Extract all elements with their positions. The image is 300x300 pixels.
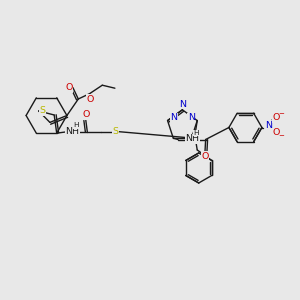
Text: O: O [66, 83, 73, 92]
Text: O: O [201, 152, 209, 161]
Text: −: − [278, 133, 284, 139]
Text: N: N [265, 121, 272, 130]
Text: O: O [87, 94, 94, 103]
Text: S: S [113, 127, 119, 136]
Text: NH: NH [185, 134, 200, 143]
Text: NH: NH [65, 127, 79, 136]
Text: N: N [170, 113, 177, 122]
Text: N: N [179, 100, 186, 109]
Text: H: H [74, 122, 79, 128]
Text: N: N [188, 113, 195, 122]
Text: O: O [83, 110, 90, 119]
Text: S: S [40, 106, 46, 116]
Text: +: + [270, 118, 275, 123]
Text: H: H [193, 130, 199, 136]
Text: O: O [272, 128, 280, 137]
Text: −: − [278, 111, 284, 117]
Text: O: O [272, 113, 280, 122]
